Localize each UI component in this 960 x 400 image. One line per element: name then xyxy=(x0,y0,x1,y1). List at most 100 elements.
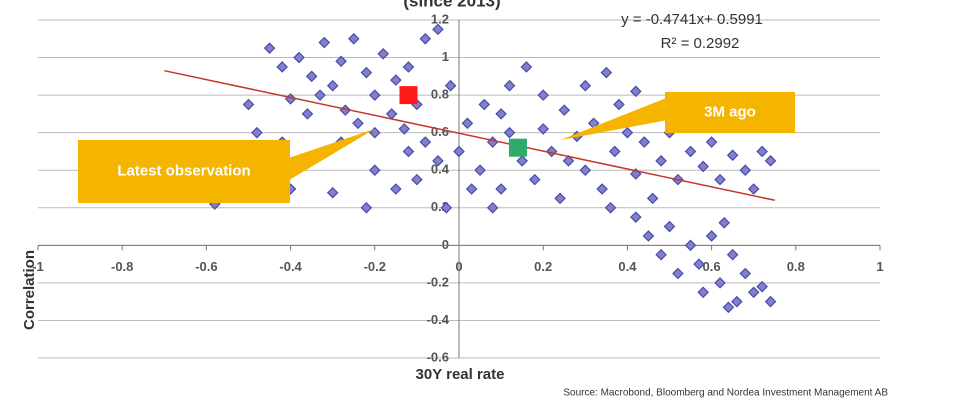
x-tick-label: -0.6 xyxy=(195,259,217,274)
callout-pointer xyxy=(290,128,375,180)
scatter-point xyxy=(440,201,453,214)
scatter-point xyxy=(444,79,457,92)
scatter-point xyxy=(579,79,592,92)
scatter-point xyxy=(398,123,411,135)
chart-title: (since 2013) xyxy=(403,0,500,10)
scatter-point xyxy=(663,220,676,233)
y-tick-label: 1.2 xyxy=(431,11,449,26)
scatter-point xyxy=(411,173,423,186)
scatter-point xyxy=(756,145,768,158)
scatter-point xyxy=(474,164,486,177)
y-tick-label: -0.2 xyxy=(427,274,449,289)
scatter-point xyxy=(402,145,415,158)
scatter-point xyxy=(714,173,726,186)
scatter-point xyxy=(554,192,566,205)
highlight-point xyxy=(508,138,527,157)
scatter-point xyxy=(453,145,465,158)
scatter-point xyxy=(739,164,752,177)
scatter-point xyxy=(718,217,731,229)
scatter-point xyxy=(385,108,398,120)
scatter-point xyxy=(326,186,339,199)
y-axis-label: Correlation xyxy=(21,250,38,330)
scatter-point xyxy=(251,126,263,139)
scatter-point xyxy=(495,183,507,195)
scatter-point xyxy=(756,280,768,293)
highlight-point xyxy=(399,86,418,105)
x-tick-label: 0.6 xyxy=(703,259,721,274)
scatter-point xyxy=(276,61,288,73)
scatter-point xyxy=(684,239,697,252)
scatter-point xyxy=(731,295,743,308)
scatter-point xyxy=(465,183,478,195)
scatter-point xyxy=(587,117,600,130)
x-tick-label: -0.8 xyxy=(111,259,133,274)
scatter-point xyxy=(528,173,541,186)
x-axis-label: 30Y real rate xyxy=(416,366,505,383)
scatter-point xyxy=(301,108,314,120)
x-tick-label: 0.4 xyxy=(618,259,637,274)
scatter-point xyxy=(739,267,752,280)
scatter-point xyxy=(697,286,709,299)
callout-box xyxy=(665,92,795,133)
scatter-point xyxy=(520,61,533,73)
scatter-point xyxy=(722,301,735,314)
scatter-point xyxy=(263,42,276,54)
scatter-point xyxy=(352,117,364,130)
scatter-point xyxy=(604,201,617,214)
scatter-point xyxy=(369,89,381,101)
scatter-point xyxy=(579,164,592,177)
scatter-point xyxy=(360,201,373,214)
scatter-point xyxy=(478,98,491,111)
scatter-point xyxy=(419,136,432,148)
scatter-point xyxy=(764,155,777,167)
source: Source: Macrobond, Bloomberg and Nordea … xyxy=(563,388,888,399)
scatter-point xyxy=(642,230,655,242)
x-tick-label: 0.8 xyxy=(787,259,805,274)
scatter-point xyxy=(697,160,709,173)
scatter-point xyxy=(705,230,718,242)
scatter-point xyxy=(419,32,432,45)
scatter-point xyxy=(613,98,625,111)
scatter-point xyxy=(714,277,726,289)
scatter-point xyxy=(537,89,549,101)
scatter-point xyxy=(360,66,373,79)
scatter-point xyxy=(726,248,739,261)
r-squared: R² = 0.2992 xyxy=(661,35,740,52)
scatter-point xyxy=(432,155,444,167)
scatter-point xyxy=(621,126,634,139)
trend-line xyxy=(164,69,775,202)
scatter-point xyxy=(608,145,621,158)
scatter-point xyxy=(461,117,474,130)
scatter-point xyxy=(747,183,760,195)
y-tick-label: 0.6 xyxy=(431,124,449,139)
scatter-point xyxy=(726,149,739,161)
scatter-point xyxy=(293,51,305,64)
x-tick-label: -1 xyxy=(32,259,44,274)
scatter-point xyxy=(314,89,326,101)
scatter-point xyxy=(486,201,499,214)
scatter-point xyxy=(326,79,339,92)
scatter-point xyxy=(486,136,499,148)
y-tick-label: -0.4 xyxy=(427,312,450,327)
scatter-point xyxy=(516,155,528,167)
y-tick-label: 0.4 xyxy=(431,162,450,177)
y-tick-label: 0.8 xyxy=(431,87,449,102)
x-tick-label: 1 xyxy=(876,259,883,274)
scatter-point xyxy=(646,192,659,205)
scatter-point xyxy=(402,61,415,73)
scatter-point xyxy=(503,79,516,92)
scatter-point xyxy=(764,295,777,308)
scatter-point xyxy=(390,183,402,195)
scatter-point xyxy=(705,136,718,148)
scatter-point xyxy=(318,36,331,49)
scatter-point xyxy=(684,145,697,158)
callout-label: Latest observation xyxy=(117,162,250,179)
scatter-point xyxy=(693,258,705,270)
y-tick-label: 1 xyxy=(442,49,449,64)
scatter-point xyxy=(638,136,651,148)
x-tick-label: -0.4 xyxy=(279,259,302,274)
scatter-point xyxy=(335,55,347,68)
y-tick-label: 0 xyxy=(442,237,449,252)
x-tick-label: 0.2 xyxy=(534,259,552,274)
